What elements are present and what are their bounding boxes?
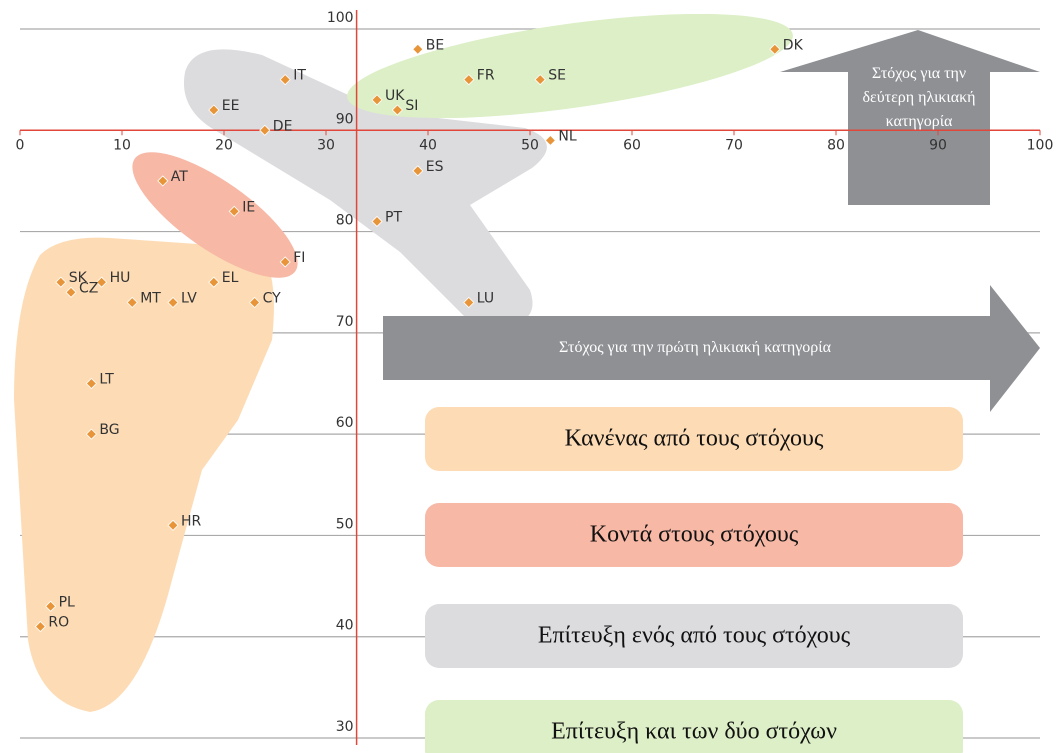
point xyxy=(167,519,179,531)
point-label: LV xyxy=(181,290,197,306)
x-tick-label: 90 xyxy=(929,137,947,153)
point xyxy=(96,276,108,288)
point-label: LT xyxy=(99,372,114,388)
point-label: ES xyxy=(426,159,444,175)
y-tick-label: 60 xyxy=(336,415,354,431)
point-label: NL xyxy=(558,128,576,144)
y-tick-label: 50 xyxy=(336,516,354,532)
x-tick-label: 0 xyxy=(16,137,25,153)
point-label: FR xyxy=(477,68,495,84)
y-tick-label: 100 xyxy=(327,10,354,26)
x-tick-label: 80 xyxy=(827,137,845,153)
point-label: BG xyxy=(99,422,119,438)
point xyxy=(208,276,220,288)
point xyxy=(157,175,169,187)
legend-label: Κοντά στους στόχους xyxy=(590,522,799,548)
area-both xyxy=(347,13,793,119)
y-tick-label: 90 xyxy=(336,111,354,127)
point xyxy=(534,74,546,86)
point xyxy=(208,104,220,116)
x-tick-label: 60 xyxy=(623,137,641,153)
area-none xyxy=(14,237,274,712)
point xyxy=(371,94,383,106)
legend-box xyxy=(425,503,963,567)
x-tick-label: 50 xyxy=(521,137,539,153)
point-label: PT xyxy=(385,209,402,225)
area-close xyxy=(132,152,298,278)
point xyxy=(55,276,67,288)
y-tick-label: 70 xyxy=(336,314,354,330)
x-tick-label: 30 xyxy=(317,137,335,153)
point-label: DE xyxy=(273,118,293,134)
point-label: UK xyxy=(385,88,405,104)
point-label: HU xyxy=(110,270,131,286)
legend-label: Επίτευξη ενός από τους στόχους xyxy=(538,623,851,649)
point-label: FI xyxy=(293,250,305,266)
x-tick-label: 100 xyxy=(1027,137,1054,153)
point xyxy=(463,74,475,86)
point xyxy=(463,296,475,309)
point-label: IT xyxy=(293,68,306,84)
point xyxy=(34,621,46,633)
y-tick-label: 80 xyxy=(336,213,354,229)
point-label: LU xyxy=(477,290,494,306)
point-label: AT xyxy=(171,169,188,185)
point-label: BE xyxy=(426,37,444,53)
point-label: MT xyxy=(140,290,161,306)
legend-label: Επίτευξη και των δύο στόχων xyxy=(551,719,837,745)
point xyxy=(126,296,138,309)
point-label: SI xyxy=(405,98,418,114)
point-label: PL xyxy=(59,594,75,610)
point-label: HR xyxy=(181,513,202,529)
x-tick-label: 70 xyxy=(725,137,743,153)
point-label: SK xyxy=(69,270,88,286)
x-tick-label: 10 xyxy=(113,137,131,153)
y-tick-label: 40 xyxy=(336,618,354,634)
point-label: DK xyxy=(783,37,804,53)
point xyxy=(412,43,424,55)
point-label: IE xyxy=(242,199,255,215)
point xyxy=(45,600,57,612)
legend: Κανένας από τους στόχους Κοντά στους στόχ… xyxy=(425,407,963,753)
point xyxy=(228,205,240,217)
y-tick-label: 30 xyxy=(336,719,354,735)
point xyxy=(391,104,403,116)
point-label: CZ xyxy=(79,280,98,296)
point xyxy=(544,134,556,146)
legend-box xyxy=(425,604,963,668)
point xyxy=(412,165,424,177)
legend-box xyxy=(425,407,963,471)
legend-label: Κανένας από τους στόχους xyxy=(565,426,824,452)
group-areas xyxy=(14,13,793,712)
point xyxy=(249,296,261,309)
point-label: EE xyxy=(222,98,240,114)
point xyxy=(769,43,781,55)
arrow-first-target xyxy=(383,285,1040,412)
point xyxy=(85,428,97,440)
point xyxy=(279,256,291,268)
point-label: EL xyxy=(222,270,239,286)
x-tick-label: 40 xyxy=(419,137,437,153)
arrow-second-target xyxy=(780,30,1040,205)
annotation: Στόχος για την δεύτερη ηλικιακή κατηγορί… xyxy=(862,65,976,130)
x-tick-label: 20 xyxy=(215,137,233,153)
legend-box xyxy=(425,700,963,753)
point xyxy=(85,377,97,390)
annotation: Στόχος για την πρώτη ηλικιακή κατηγορία xyxy=(559,339,831,356)
point xyxy=(371,215,383,228)
point-label: CY xyxy=(263,290,282,306)
area-one xyxy=(183,49,547,325)
point xyxy=(167,296,179,309)
point xyxy=(259,124,271,136)
point xyxy=(65,286,77,298)
point-label: RO xyxy=(48,615,69,631)
point xyxy=(279,74,291,86)
point-label: SE xyxy=(548,68,566,84)
